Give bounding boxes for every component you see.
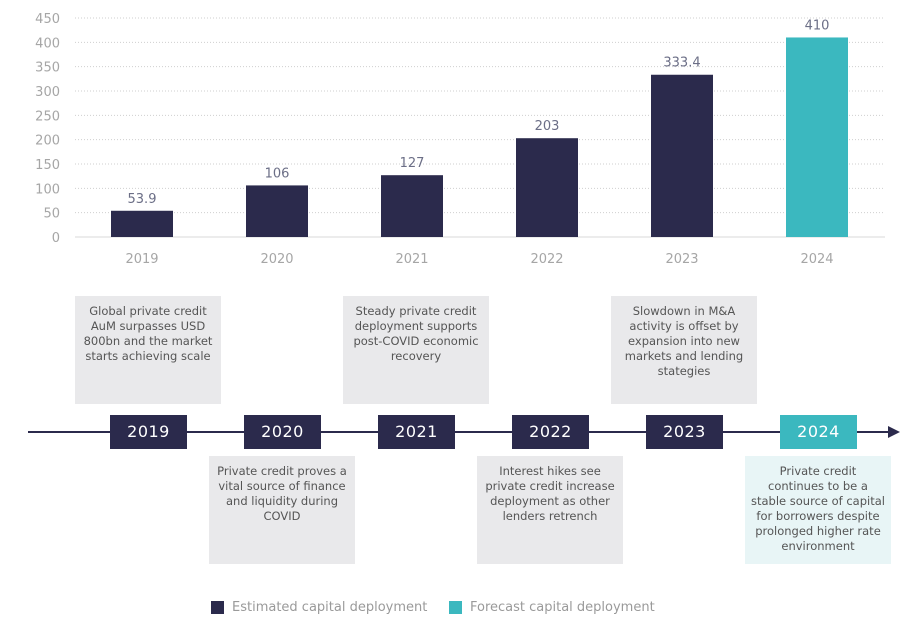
x-tick-label-2023: 2023: [665, 252, 698, 267]
bars: [111, 37, 848, 237]
data-labels: 53.9 106 127 203 333.4 410: [128, 18, 830, 206]
data-label-2023: 333.4: [663, 56, 700, 71]
y-tick-label: 450: [35, 12, 60, 27]
y-tick-label: 50: [43, 207, 60, 222]
timeline-note-2022: Interest hikes see private credit increa…: [477, 456, 623, 564]
bar-2024: [786, 37, 848, 237]
data-label-2024: 410: [805, 18, 830, 33]
timeline-year-2024: 2024: [780, 415, 857, 449]
timeline-year-2021: 2021: [378, 415, 455, 449]
legend-label-forecast: Forecast capital deployment: [470, 599, 655, 615]
x-axis-ticks: 2019 2020 2021 2022 2023 2024: [125, 252, 833, 267]
bar-2023: [651, 74, 713, 237]
timeline-note-2021: Steady private credit deployment support…: [343, 296, 489, 404]
timeline-year-2019: 2019: [110, 415, 187, 449]
timeline-note-2024: Private credit continues to be a stable …: [745, 456, 891, 564]
x-tick-label-2022: 2022: [530, 252, 563, 267]
data-label-2022: 203: [535, 119, 560, 134]
bar-chart: 0 50 100 150 200 250 300 350 400 450 53.9 106 127 20…: [35, 12, 885, 267]
legend-swatch-estimated: [211, 600, 224, 614]
y-tick-label: 150: [35, 158, 60, 173]
legend-item-estimated: Estimated capital deployment: [211, 598, 427, 616]
timeline-note-2020: Private credit proves a vital source of …: [209, 456, 355, 564]
x-tick-label-2024: 2024: [800, 252, 833, 267]
legend-label-estimated: Estimated capital deployment: [232, 599, 428, 615]
timeline-year-2022: 2022: [512, 415, 589, 449]
x-tick-label-2020: 2020: [260, 252, 293, 267]
legend-item-forecast: Forecast capital deployment: [449, 598, 655, 616]
y-tick-label: 250: [35, 109, 60, 124]
bar-2021: [381, 175, 443, 237]
bar-2020: [246, 185, 308, 237]
x-tick-label-2019: 2019: [125, 252, 158, 267]
data-label-2020: 106: [265, 166, 290, 181]
gridlines: [75, 17, 885, 214]
bar-2019: [111, 210, 173, 237]
timeline-note-2023: Slowdown in M&A activity is offset by ex…: [611, 296, 757, 404]
timeline-arrow-icon: [888, 426, 900, 438]
data-label-2019: 53.9: [128, 192, 157, 207]
y-tick-label: 200: [35, 134, 60, 149]
timeline-axis-line: [28, 431, 892, 433]
legend-swatch-forecast: [449, 600, 462, 614]
y-tick-label: 350: [35, 61, 60, 76]
bar-2022: [516, 138, 578, 237]
timeline-year-2023: 2023: [646, 415, 723, 449]
timeline-year-2020: 2020: [244, 415, 321, 449]
y-tick-label: 300: [35, 85, 60, 100]
x-tick-label-2021: 2021: [395, 252, 428, 267]
timeline-note-2019: Global private credit AuM surpasses USD …: [75, 296, 221, 404]
y-tick-label: 400: [35, 36, 60, 51]
data-label-2021: 127: [400, 156, 425, 171]
y-tick-label: 0: [52, 231, 60, 246]
y-tick-label: 100: [35, 182, 60, 197]
y-axis-ticks: 0 50 100 150 200 250 300 350 400 450: [35, 12, 60, 246]
